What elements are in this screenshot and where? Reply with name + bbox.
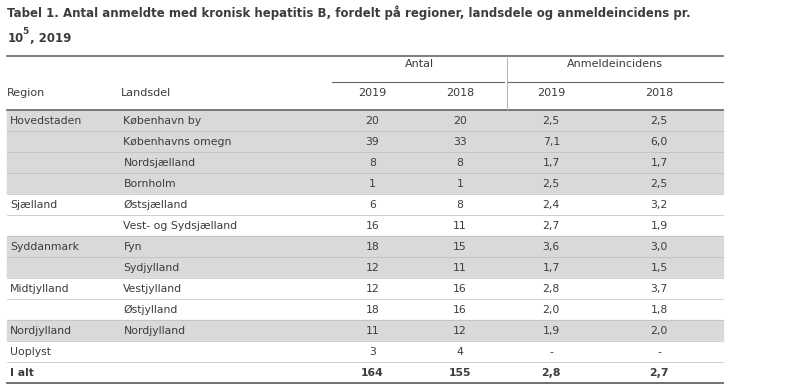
Text: Nordjylland: Nordjylland	[123, 326, 186, 336]
Text: 1: 1	[457, 179, 463, 189]
Text: Københavns omegn: Københavns omegn	[123, 137, 232, 147]
Text: 16: 16	[453, 284, 467, 294]
Text: Tabel 1. Antal anmeldte med kronisk hepatitis B, fordelt på regioner, landsdele : Tabel 1. Antal anmeldte med kronisk hepa…	[7, 6, 691, 21]
Text: Landsdel: Landsdel	[121, 88, 170, 98]
Text: 2,5: 2,5	[650, 179, 668, 189]
Text: 2,4: 2,4	[542, 200, 560, 210]
Text: 164: 164	[361, 368, 384, 378]
Bar	[7, 278, 723, 299]
Bar	[7, 320, 723, 341]
Text: 2,0: 2,0	[542, 305, 560, 315]
Text: 1,9: 1,9	[542, 326, 560, 336]
Text: 1,9: 1,9	[650, 221, 668, 231]
Text: 2,0: 2,0	[650, 326, 668, 336]
Bar	[7, 173, 723, 194]
Bar	[7, 236, 723, 257]
Text: 12: 12	[366, 284, 379, 294]
Text: 2018: 2018	[446, 88, 474, 98]
Text: 10: 10	[7, 32, 23, 45]
Text: 15: 15	[453, 242, 467, 252]
Text: Bornholm: Bornholm	[123, 179, 176, 189]
Text: 7,1: 7,1	[542, 137, 560, 147]
Text: 155: 155	[449, 368, 471, 378]
Text: Antal: Antal	[406, 59, 434, 69]
Text: 18: 18	[366, 242, 379, 252]
Text: 3,2: 3,2	[650, 200, 668, 210]
Text: 1: 1	[369, 179, 376, 189]
Text: 8: 8	[369, 158, 376, 168]
Text: , 2019: , 2019	[30, 32, 71, 45]
Text: 33: 33	[453, 137, 467, 147]
Text: 2019: 2019	[537, 88, 566, 98]
Text: Anmeldeincidens: Anmeldeincidens	[567, 59, 663, 69]
Bar	[7, 152, 723, 173]
Bar	[7, 362, 723, 383]
Text: Sjælland: Sjælland	[10, 200, 58, 210]
Text: 3,0: 3,0	[650, 242, 668, 252]
Text: 2,7: 2,7	[542, 221, 560, 231]
Text: 12: 12	[453, 326, 467, 336]
Text: 8: 8	[457, 158, 463, 168]
Text: 16: 16	[366, 221, 379, 231]
Text: 4: 4	[457, 347, 463, 357]
Text: Fyn: Fyn	[123, 242, 142, 252]
Text: 2,5: 2,5	[650, 116, 668, 126]
Text: 2018: 2018	[645, 88, 673, 98]
Text: Vestjylland: Vestjylland	[123, 284, 182, 294]
Text: København by: København by	[123, 116, 202, 126]
Text: 2,5: 2,5	[542, 179, 560, 189]
Text: Østsjælland: Østsjælland	[123, 200, 188, 210]
Text: 20: 20	[453, 116, 467, 126]
Text: 3: 3	[369, 347, 376, 357]
Text: 1,7: 1,7	[542, 263, 560, 273]
Text: 18: 18	[366, 305, 379, 315]
Text: 5: 5	[22, 27, 29, 36]
Text: 2,7: 2,7	[650, 368, 669, 378]
Text: 8: 8	[457, 200, 463, 210]
Bar	[7, 341, 723, 362]
Text: Hovedstaden: Hovedstaden	[10, 116, 82, 126]
Text: Midtjylland: Midtjylland	[10, 284, 70, 294]
Text: 6,0: 6,0	[650, 137, 668, 147]
Text: 11: 11	[366, 326, 379, 336]
Bar	[7, 56, 723, 110]
Text: 6: 6	[369, 200, 376, 210]
Text: Østjylland: Østjylland	[123, 305, 178, 315]
Text: 3,7: 3,7	[650, 284, 668, 294]
Text: 1,8: 1,8	[650, 305, 668, 315]
Text: 16: 16	[453, 305, 467, 315]
Text: 2,8: 2,8	[542, 368, 561, 378]
Text: 1,5: 1,5	[650, 263, 668, 273]
Text: 2,8: 2,8	[542, 284, 560, 294]
Text: 3,6: 3,6	[542, 242, 560, 252]
Text: 2019: 2019	[358, 88, 386, 98]
Text: Sydjylland: Sydjylland	[123, 263, 180, 273]
Text: Vest- og Sydsjælland: Vest- og Sydsjælland	[123, 221, 238, 231]
Text: 1,7: 1,7	[542, 158, 560, 168]
Text: 11: 11	[453, 221, 467, 231]
Text: -: -	[657, 347, 661, 357]
Bar	[7, 194, 723, 215]
Bar	[7, 299, 723, 320]
Text: Syddanmark: Syddanmark	[10, 242, 79, 252]
Text: 1,7: 1,7	[650, 158, 668, 168]
Text: Nordsjælland: Nordsjælland	[123, 158, 195, 168]
Text: Nordjylland: Nordjylland	[10, 326, 72, 336]
Text: 12: 12	[366, 263, 379, 273]
Text: 20: 20	[366, 116, 379, 126]
Text: Region: Region	[7, 88, 46, 98]
Text: Uoplyst: Uoplyst	[10, 347, 51, 357]
Bar	[7, 257, 723, 278]
Text: 2,5: 2,5	[542, 116, 560, 126]
Bar	[7, 110, 723, 131]
Text: 39: 39	[366, 137, 379, 147]
Text: I alt: I alt	[10, 368, 34, 378]
Text: -: -	[550, 347, 554, 357]
Bar	[7, 215, 723, 236]
Text: 11: 11	[453, 263, 467, 273]
Bar	[7, 131, 723, 152]
